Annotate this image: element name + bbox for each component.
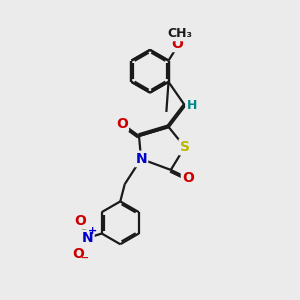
Text: +: + bbox=[88, 226, 98, 236]
Text: S: S bbox=[180, 140, 190, 154]
Text: N: N bbox=[82, 231, 93, 245]
Text: O: O bbox=[74, 214, 86, 228]
Text: CH₃: CH₃ bbox=[167, 27, 192, 40]
Text: O: O bbox=[172, 37, 183, 51]
Text: O: O bbox=[182, 171, 194, 185]
Text: O: O bbox=[72, 247, 84, 261]
Text: N: N bbox=[135, 152, 147, 166]
Text: O: O bbox=[116, 116, 128, 130]
Text: H: H bbox=[186, 99, 197, 112]
Text: ⁻: ⁻ bbox=[80, 254, 88, 269]
